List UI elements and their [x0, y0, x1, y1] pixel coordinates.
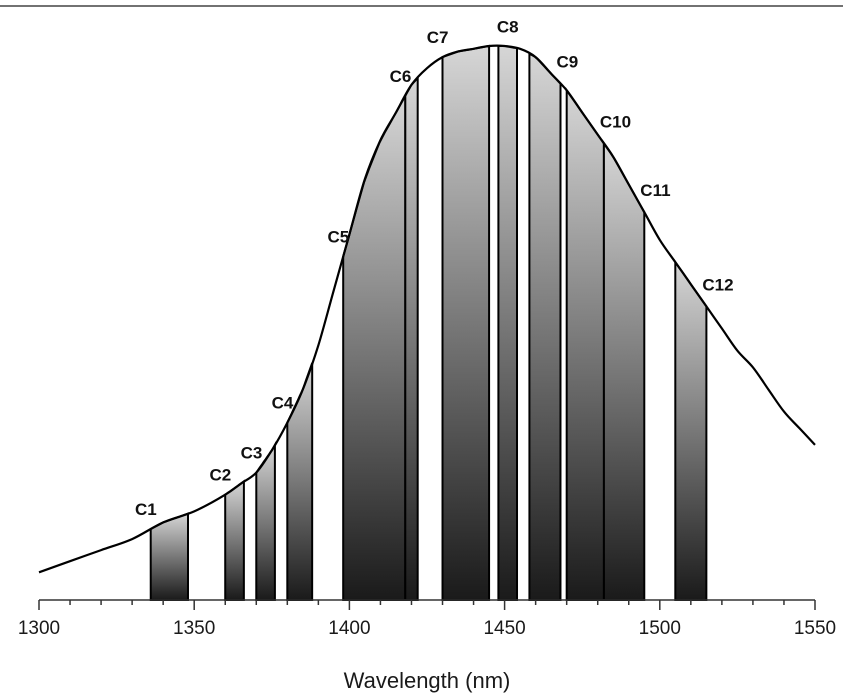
band-label-c4: C4 — [272, 394, 294, 413]
x-tick-label: 1500 — [639, 618, 681, 639]
band-label-c10: C10 — [600, 113, 631, 132]
band-label-c12: C12 — [702, 275, 733, 294]
x-tick-label: 1400 — [328, 618, 370, 639]
band-c2 — [224, 479, 245, 601]
band-label-c6: C6 — [390, 67, 412, 86]
band-c5 — [342, 92, 407, 601]
band-c11 — [602, 140, 646, 601]
band-label-c1: C1 — [135, 500, 157, 519]
x-axis-title: Wavelength (nm) — [344, 668, 511, 693]
band-label-c9: C9 — [557, 53, 579, 72]
band-c9 — [528, 52, 562, 601]
band-c8 — [497, 45, 519, 601]
spectrum-curve — [38, 44, 816, 574]
x-tick-label: 1300 — [18, 618, 60, 639]
band-c10 — [565, 87, 605, 601]
band-labels: C1 C2 C3 C4 C5 C6 C7 C8 C9 C10 C11 C12 — [135, 18, 734, 519]
band-label-c3: C3 — [241, 444, 263, 463]
band-label-c11: C11 — [640, 181, 670, 200]
band-label-c2: C2 — [209, 466, 231, 485]
x-tick-label: 1450 — [483, 618, 525, 639]
band-c12 — [674, 258, 708, 601]
band-group — [149, 44, 708, 601]
band-label-c8: C8 — [497, 18, 519, 37]
x-ticks: 1300 1350 1400 1450 1500 1550 — [18, 600, 836, 639]
x-tick-label: 1550 — [794, 618, 836, 639]
band-c7 — [441, 44, 491, 601]
x-tick-label: 1350 — [173, 618, 215, 639]
band-c6 — [404, 75, 419, 601]
curve-group — [38, 44, 816, 574]
band-label-c5: C5 — [327, 228, 349, 247]
band-label-c7: C7 — [427, 28, 449, 47]
